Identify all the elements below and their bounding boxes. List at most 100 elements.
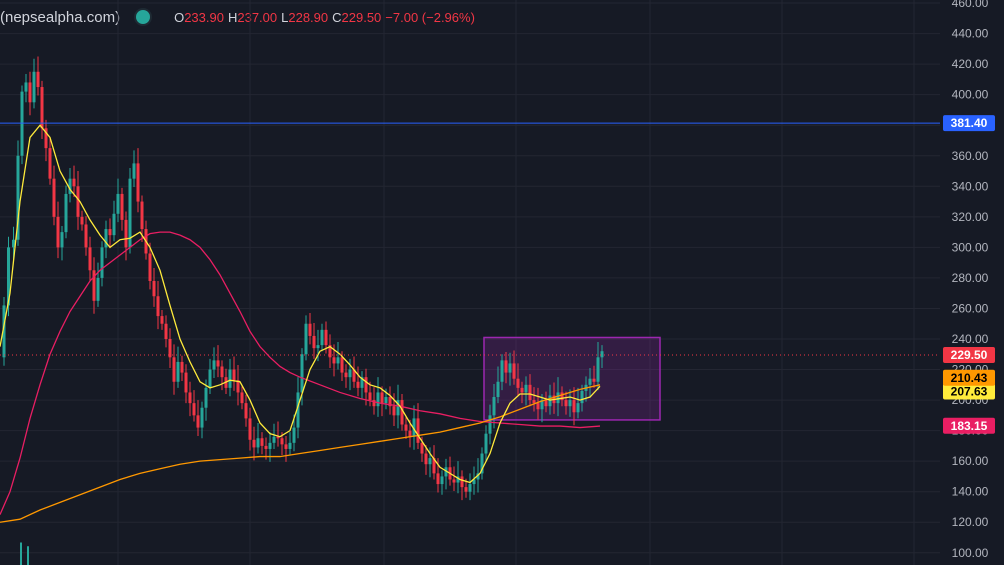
candle-body bbox=[492, 397, 496, 416]
candle-body bbox=[124, 219, 128, 248]
candle-body bbox=[596, 357, 600, 382]
candle-body bbox=[340, 357, 344, 373]
candle-body bbox=[592, 378, 596, 382]
candle-body bbox=[20, 91, 24, 156]
candle-body bbox=[328, 345, 332, 358]
candle-body bbox=[380, 392, 384, 404]
candle-body bbox=[196, 415, 200, 428]
candle-body bbox=[600, 351, 604, 358]
candle-body bbox=[356, 381, 360, 388]
candle-body bbox=[240, 392, 244, 404]
candle-body bbox=[396, 400, 400, 416]
candle-body bbox=[304, 323, 308, 355]
candle-body bbox=[200, 407, 204, 428]
candle-body bbox=[352, 369, 356, 382]
candle-body bbox=[36, 71, 40, 88]
candle-body bbox=[236, 380, 240, 393]
y-tick-label: 300.00 bbox=[952, 240, 989, 254]
volume-bar bbox=[20, 542, 22, 565]
candle-body bbox=[152, 280, 156, 297]
candle-body bbox=[504, 360, 508, 373]
candle-body bbox=[148, 253, 152, 281]
y-tick-label: 460.00 bbox=[952, 0, 989, 10]
candle-body bbox=[80, 216, 84, 225]
close-key: C bbox=[332, 9, 342, 25]
candle-body bbox=[252, 439, 256, 448]
candle-body bbox=[264, 445, 268, 449]
candle-body bbox=[24, 82, 28, 92]
candle-body bbox=[528, 384, 532, 401]
candle-body bbox=[376, 392, 380, 407]
candle-body bbox=[324, 329, 328, 346]
candle-body bbox=[428, 458, 432, 465]
candle-body bbox=[68, 178, 72, 194]
candle-body bbox=[164, 323, 168, 339]
candle-body bbox=[532, 400, 536, 404]
candle-body bbox=[444, 467, 448, 477]
ma-pink-line bbox=[0, 231, 601, 515]
slow_ma_orange-badge: 210.43 bbox=[951, 371, 988, 385]
y-tick-label: 100.00 bbox=[952, 546, 989, 560]
candle-body bbox=[320, 329, 324, 346]
candle-body bbox=[580, 390, 584, 404]
candle-body bbox=[248, 418, 252, 440]
candle-body bbox=[52, 178, 56, 217]
fast_ma-badge-bg bbox=[943, 383, 995, 400]
candle-body bbox=[408, 430, 412, 437]
visibility-toggle-icon[interactable] bbox=[136, 10, 151, 24]
candle-body bbox=[400, 400, 404, 425]
candle-body bbox=[256, 438, 260, 448]
candle-body bbox=[364, 377, 368, 393]
candle-body bbox=[88, 247, 92, 271]
candle-body bbox=[568, 400, 572, 407]
candle-body bbox=[100, 247, 104, 278]
candle-body bbox=[60, 232, 64, 248]
candle-body bbox=[272, 436, 276, 443]
y-tick-label: 160.00 bbox=[952, 454, 989, 468]
change-value: −7.00 (−2.96%) bbox=[385, 9, 475, 25]
candle-body bbox=[180, 361, 184, 373]
open-key: O bbox=[174, 9, 185, 25]
candle-body bbox=[268, 442, 272, 449]
candle-body bbox=[104, 229, 108, 248]
level-badge: 381.40 bbox=[951, 116, 988, 130]
candle-body bbox=[520, 387, 524, 393]
candle-body bbox=[416, 418, 420, 443]
candle-body bbox=[436, 473, 440, 485]
candle-body bbox=[516, 378, 520, 388]
slow_ma_pink-badge: 183.15 bbox=[951, 419, 988, 433]
candle-body bbox=[316, 345, 320, 349]
candle-body bbox=[120, 193, 124, 220]
candle-body bbox=[84, 224, 88, 248]
candle-body bbox=[312, 335, 316, 349]
candle-body bbox=[188, 392, 192, 404]
candle-body bbox=[292, 427, 296, 443]
candle-body bbox=[460, 476, 464, 488]
candle-body bbox=[556, 392, 560, 404]
source-label: (nepsealpha.com) bbox=[0, 8, 121, 26]
candle-body bbox=[244, 403, 248, 419]
candle-body bbox=[512, 363, 516, 379]
candle-body bbox=[216, 360, 220, 367]
y-tick-label: 360.00 bbox=[952, 149, 989, 163]
candle-body bbox=[404, 424, 408, 431]
candle-body bbox=[212, 360, 216, 370]
y-tick-label: 440.00 bbox=[952, 27, 989, 41]
candle-body bbox=[92, 270, 96, 301]
high-value: 237.00 bbox=[237, 9, 278, 25]
candle-body bbox=[392, 406, 396, 416]
candle-body bbox=[160, 316, 164, 324]
candle-body bbox=[192, 403, 196, 416]
y-tick-label: 120.00 bbox=[952, 515, 989, 529]
candle-body bbox=[368, 392, 372, 401]
candle-body bbox=[40, 87, 44, 129]
chart-legend: (nepsealpha.com) O 233.90 H 237.00 L 228.90… bbox=[0, 8, 475, 26]
fast_ma-badge: 207.63 bbox=[951, 385, 988, 399]
candle-body bbox=[208, 369, 212, 388]
candle-body bbox=[76, 186, 80, 217]
candle-body bbox=[228, 369, 232, 388]
candle-body bbox=[336, 357, 340, 364]
candle-body bbox=[308, 323, 312, 336]
candle-body bbox=[44, 128, 48, 149]
